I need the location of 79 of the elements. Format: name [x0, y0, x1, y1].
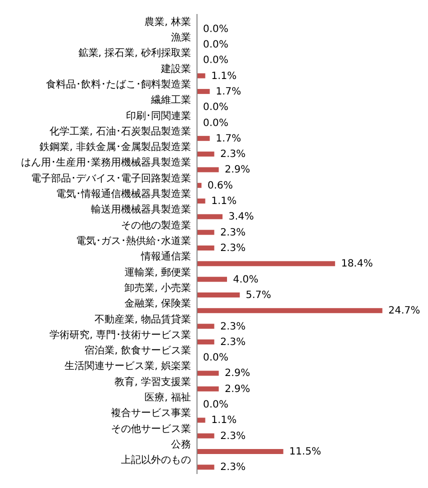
y-tick-label: 電気･情報通信機械器具製造業	[56, 188, 191, 200]
bar	[197, 464, 214, 470]
y-tick-label: 教育, 学習支援業	[114, 376, 191, 388]
y-tick-label: はん用･生産用･業務用機械器具製造業	[21, 156, 191, 169]
data-label: 24.7%	[388, 306, 420, 317]
y-tick-label: 化学工業, 石油･石炭製品製造業	[50, 125, 191, 138]
data-label: 2.9%	[224, 368, 250, 380]
y-tick-label: 上記以外のもの	[121, 454, 191, 466]
y-tick-label: その他サービス業	[111, 422, 191, 435]
y-tick-label: 繊維工業	[150, 94, 191, 106]
bar	[197, 339, 214, 344]
y-tick-label: 公務	[171, 438, 191, 451]
y-tick-label: 食料品･飲料･たばこ･飼料製造業	[46, 78, 191, 90]
y-tick-label: 学術研究, 専門･技術サービス業	[50, 328, 191, 341]
data-label: 4.0%	[233, 274, 258, 286]
bar	[197, 292, 240, 298]
data-label: 0.0%	[203, 24, 228, 35]
y-tick-label: 運輸業, 郵便業	[124, 266, 191, 278]
bar	[197, 449, 284, 454]
bar	[197, 433, 214, 438]
y-tick-label: その他の製造業	[121, 219, 191, 232]
data-label: 2.3%	[220, 430, 246, 442]
data-label: 1.7%	[216, 133, 242, 144]
bar	[197, 198, 206, 204]
data-label: 1.1%	[211, 196, 237, 208]
y-tick-label: 金融業, 保険業	[124, 298, 191, 310]
bar	[197, 276, 228, 282]
bar	[197, 136, 210, 141]
bar	[197, 73, 206, 78]
data-label: 2.3%	[220, 321, 246, 332]
bar	[197, 386, 219, 392]
data-label: 1.1%	[211, 415, 237, 426]
data-label: 0.0%	[203, 352, 228, 364]
bar	[197, 88, 210, 94]
y-tick-label: 医療, 福祉	[144, 392, 191, 404]
y-tick-label: 鉄鋼業, 非鉄金属･金属製品製造業	[40, 141, 191, 154]
y-tick-label: 不動産業, 物品賃貸業	[94, 313, 191, 326]
bar	[197, 308, 382, 314]
y-tick-label: 生活関連サービス業, 娯楽業	[64, 360, 191, 372]
data-label: 2.9%	[224, 164, 250, 176]
data-label: 2.3%	[220, 149, 246, 160]
data-label: 0.6%	[208, 180, 233, 192]
data-label: 11.5%	[289, 446, 322, 458]
y-tick-label: 卸売業, 小売業	[124, 282, 191, 294]
bar	[197, 152, 214, 157]
data-label: 2.3%	[220, 336, 246, 348]
y-tick-label: 印刷･同関連業	[126, 110, 191, 122]
y-tick-label: 情報通信業	[140, 250, 191, 263]
y-tick-label: 電気･ガス･熱供給･水道業	[76, 235, 191, 247]
y-tick-label: 宿泊業, 飲食サービス業	[84, 344, 191, 357]
data-label: 1.7%	[216, 86, 242, 98]
bar	[197, 167, 219, 172]
data-label: 0.0%	[203, 102, 228, 114]
bar	[197, 324, 214, 329]
data-label: 5.7%	[246, 290, 272, 301]
data-label: 0.0%	[203, 55, 228, 66]
bar	[197, 261, 336, 266]
data-label: 2.3%	[220, 462, 246, 474]
y-tick-label: 電子部品･デバイス･電子回路製造業	[31, 172, 191, 184]
bar	[197, 230, 214, 235]
y-tick-label: 鉱業, 採石業, 砂利採取業	[78, 47, 191, 60]
y-tick-label: 輸送用機械器具製造業	[91, 204, 191, 216]
data-label: 2.3%	[220, 243, 246, 254]
data-label: 0.0%	[203, 118, 228, 129]
data-label: 2.9%	[224, 384, 250, 395]
y-tick-label: 漁業	[171, 31, 191, 44]
bar	[197, 246, 214, 250]
data-label: 0.0%	[203, 400, 228, 411]
y-tick-label: 複合サービス事業	[111, 407, 191, 420]
y-tick-label: 建設業	[160, 62, 191, 75]
y-tick-label: 農業, 林業	[144, 16, 191, 28]
data-label: 2.3%	[220, 227, 246, 238]
data-label: 0.0%	[203, 39, 228, 50]
bar	[197, 418, 206, 423]
bar	[197, 214, 223, 220]
data-label: 1.1%	[211, 70, 237, 82]
bar	[197, 370, 219, 376]
data-label: 3.4%	[228, 212, 254, 223]
data-label: 18.4%	[341, 258, 373, 270]
